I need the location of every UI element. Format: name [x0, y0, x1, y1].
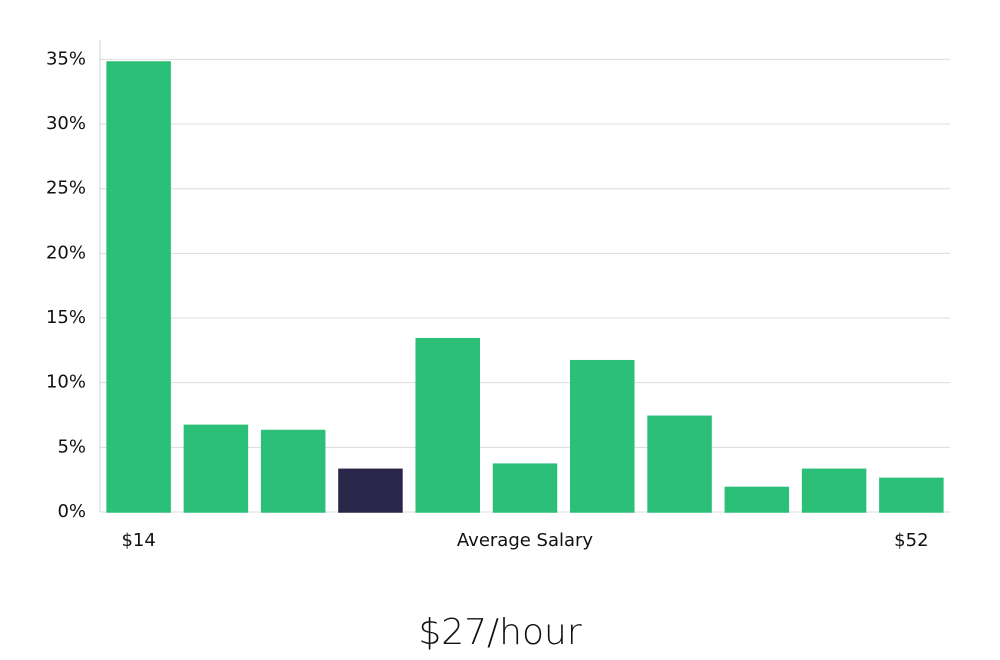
y-tick-label: 0%: [57, 501, 86, 522]
bar: [338, 468, 403, 513]
bar: [183, 424, 249, 513]
bar: [106, 61, 171, 513]
y-tick-label: 25%: [46, 178, 86, 199]
salary-annotation: $27/hour: [418, 612, 582, 653]
bar: [415, 337, 480, 513]
bar: [879, 477, 944, 513]
y-tick-label: 35%: [46, 48, 86, 69]
y-tick-label: 15%: [46, 307, 86, 328]
x-tick-label: $52: [894, 530, 928, 551]
x-tick-label: $14: [121, 530, 155, 551]
y-tick-label: 30%: [46, 113, 86, 134]
y-tick-label: 20%: [46, 242, 86, 263]
bar: [647, 415, 712, 513]
y-tick-label: 5%: [57, 436, 86, 457]
bar: [724, 486, 790, 513]
bar: [260, 429, 326, 513]
bar: [492, 463, 558, 513]
x-tick-label: Average Salary: [457, 530, 594, 551]
bar: [801, 468, 867, 513]
bar: [570, 359, 635, 513]
y-tick-label: 10%: [46, 372, 86, 393]
